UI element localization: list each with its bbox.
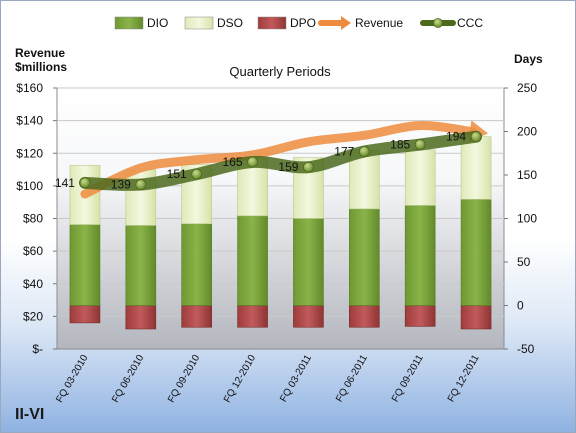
bar-layer xyxy=(69,136,492,330)
x-tick-label: FQ 06-2011 xyxy=(334,353,370,404)
dpo-bar xyxy=(181,305,212,328)
dio-bar xyxy=(404,205,436,306)
left-tick-label: $40 xyxy=(23,277,43,291)
dso-bar xyxy=(460,136,492,200)
left-tick-label: $100 xyxy=(16,179,43,193)
x-tick-label: FQ 03-2010 xyxy=(54,353,90,405)
x-axis: FQ 03-2010 FQ 06-2010 FQ 09-2010 FQ 12-2010… xyxy=(54,353,482,405)
ccc-data-label: 177 xyxy=(334,145,354,159)
legend-label-dso: DSO xyxy=(217,16,243,30)
left-axis-title-line1: Revenue xyxy=(15,46,65,60)
ccc-point xyxy=(247,156,258,168)
left-tick-label: $60 xyxy=(23,244,43,258)
ccc-data-label: 165 xyxy=(223,155,243,169)
dio-bar xyxy=(460,199,492,306)
ccc-point xyxy=(303,161,314,173)
dpo-bar xyxy=(349,305,380,328)
ccc-data-label: 141 xyxy=(55,176,75,190)
x-tick-label: FQ 09-2011 xyxy=(390,353,426,404)
left-tick-label: $120 xyxy=(16,146,43,160)
legend-label-dio: DIO xyxy=(147,16,168,30)
ccc-point xyxy=(414,139,426,150)
right-axis-title: Days xyxy=(514,52,543,66)
legend-dot-ccc xyxy=(433,18,443,28)
x-tick-label: FQ 12-2010 xyxy=(222,353,258,405)
right-tick-label: 250 xyxy=(517,81,537,95)
dpo-bar xyxy=(237,305,268,328)
legend-swatch-dpo xyxy=(257,16,287,30)
right-tick-label: -50 xyxy=(517,342,535,356)
ccc-data-label: 139 xyxy=(111,178,131,192)
ccc-data-label: 185 xyxy=(390,138,410,152)
ccc-point xyxy=(470,131,482,143)
right-tick-label: 0 xyxy=(517,299,524,313)
right-tick-label: 150 xyxy=(517,168,537,182)
dpo-bar xyxy=(404,305,436,327)
legend-swatch-dso xyxy=(184,16,214,30)
dpo-bar xyxy=(293,305,324,328)
legend-label-dpo: DPO xyxy=(290,16,316,30)
left-tick-label: $160 xyxy=(16,81,43,95)
dpo-bar xyxy=(69,305,101,324)
right-tick-label: 100 xyxy=(517,212,537,226)
legend: DIO DSO DPO Revenue CCC xyxy=(114,16,483,30)
left-tick-label: $80 xyxy=(23,212,43,226)
ccc-data-label: 151 xyxy=(167,167,187,181)
dio-bar xyxy=(125,225,157,306)
dpo-bar xyxy=(125,305,157,330)
x-tick-label: FQ 03-2011 xyxy=(278,353,314,404)
ccc-point xyxy=(191,168,203,180)
right-tick-label: 200 xyxy=(517,125,537,139)
left-axis: $- $20 $40 $60 $80 $100 $120 $140 $160 xyxy=(16,81,57,356)
x-tick-label: FQ 09-2010 xyxy=(166,353,202,405)
ccc-point xyxy=(135,179,147,190)
data-labels: 141 139 151 165 159 177 185 194 xyxy=(55,130,466,192)
ccc-data-label: 194 xyxy=(446,130,466,144)
ccc-data-label: 159 xyxy=(278,160,298,174)
x-tick-label: FQ 12-2011 xyxy=(446,353,482,404)
left-tick-label: $140 xyxy=(16,114,43,128)
dio-bar xyxy=(293,218,324,306)
left-axis-title-line2: $millions xyxy=(15,60,67,74)
revenue-line xyxy=(80,121,477,199)
dpo-bar xyxy=(460,305,492,330)
legend-arrow-revenue xyxy=(341,16,351,30)
legend-label-revenue: Revenue xyxy=(355,16,403,30)
left-tick-label: $- xyxy=(32,342,43,356)
legend-label-ccc: CCC xyxy=(457,16,483,30)
dio-bar xyxy=(69,224,101,306)
legend-swatch-dio xyxy=(114,16,144,30)
right-axis: -50 0 50 100 150 200 250 xyxy=(504,81,537,356)
ccc-point xyxy=(79,177,91,189)
dio-bar xyxy=(181,223,212,306)
ccc-point xyxy=(358,146,370,157)
dso-bar xyxy=(404,149,436,206)
chart-title: Quarterly Periods xyxy=(229,64,331,79)
left-tick-label: $20 xyxy=(23,309,43,323)
line-layer xyxy=(78,120,488,199)
dio-bar xyxy=(349,208,380,306)
company-name: II-VI xyxy=(15,406,45,423)
x-tick-label: FQ 06-2010 xyxy=(110,353,146,405)
right-tick-label: 50 xyxy=(517,255,531,269)
dio-bar xyxy=(237,215,268,306)
